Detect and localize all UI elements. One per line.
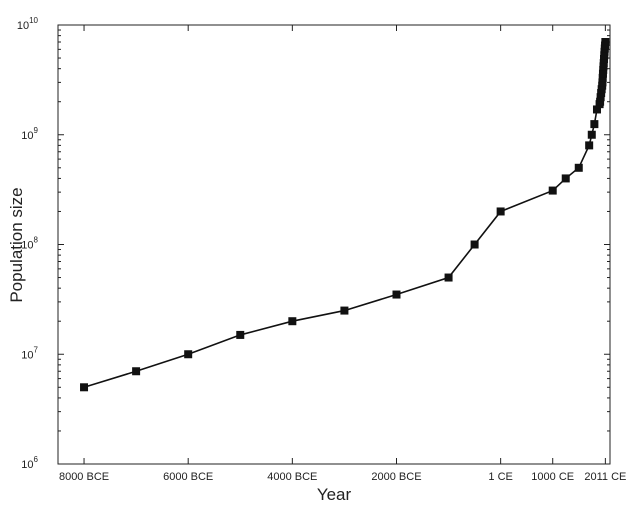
x-tick-label: 2000 BCE	[371, 471, 421, 483]
x-tick-label: 1 CE	[488, 471, 512, 483]
data-point	[596, 97, 605, 106]
series-population	[80, 38, 610, 392]
data-point	[184, 350, 193, 359]
y-tick-label: 106	[21, 455, 38, 471]
y-tick-labels: 106 107 108 109 1010	[17, 16, 39, 471]
data-point	[132, 367, 141, 376]
y-axis-title: Population size	[7, 187, 26, 302]
y-tick-label: 108	[21, 236, 38, 252]
data-point	[596, 93, 605, 102]
x-tick-label: 4000 BCE	[267, 471, 317, 483]
data-point	[561, 174, 570, 183]
data-point	[574, 163, 583, 172]
data-point	[587, 130, 596, 139]
data-point	[340, 306, 349, 315]
y-tick-label: 107	[21, 345, 38, 361]
x-tick-labels: 8000 BCE 6000 BCE 4000 BCE 2000 BCE 1 CE 1000…	[59, 471, 626, 483]
data-point	[470, 240, 479, 249]
x-tick-label: 6000 BCE	[163, 471, 213, 483]
data-point	[288, 317, 297, 326]
data-point	[598, 78, 607, 87]
axis-ticks	[58, 24, 610, 465]
y-tick-label: 1010	[17, 16, 39, 32]
x-tick-label: 1000 CE	[531, 471, 574, 483]
data-point	[599, 59, 608, 68]
x-axis-title: Year	[317, 485, 352, 504]
data-point	[548, 186, 557, 195]
data-point	[80, 383, 89, 392]
data-point	[444, 273, 453, 282]
data-point	[592, 105, 601, 114]
data-point	[236, 330, 245, 339]
x-tick-label: 8000 BCE	[59, 471, 109, 483]
data-point	[590, 120, 599, 129]
plot-frame	[57, 24, 611, 465]
data-point	[598, 73, 607, 82]
data-point	[601, 38, 610, 47]
data-point	[496, 207, 505, 216]
y-tick-label: 109	[21, 126, 38, 142]
data-point	[585, 141, 594, 150]
series-line	[83, 41, 607, 389]
x-tick-label: 2011 CE	[584, 471, 626, 483]
data-point	[392, 290, 401, 299]
